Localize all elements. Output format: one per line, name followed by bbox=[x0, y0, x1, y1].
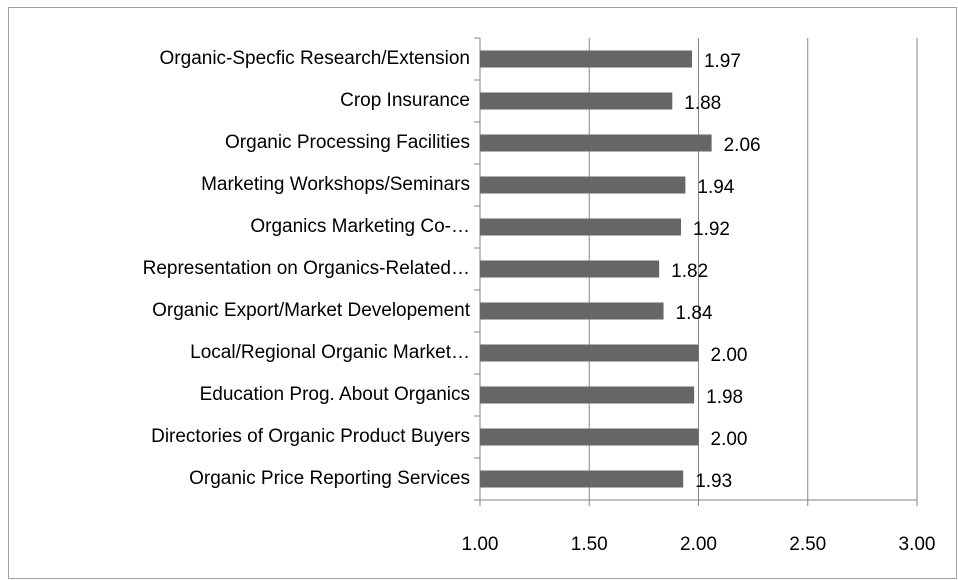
value-label: 1.92 bbox=[693, 219, 730, 240]
bar bbox=[480, 134, 712, 152]
bar bbox=[480, 428, 699, 446]
y-tick-label: Representation on Organics-Related… bbox=[143, 258, 470, 279]
y-tick-label: Organic Export/Market Developement bbox=[152, 300, 471, 321]
value-label: 1.88 bbox=[684, 93, 721, 114]
x-tick-label: 2.00 bbox=[680, 534, 717, 555]
x-tick-label: 3.00 bbox=[899, 534, 936, 555]
value-label: 1.97 bbox=[704, 51, 741, 72]
y-tick-label: Education Prog. About Organics bbox=[200, 384, 470, 405]
x-tick-label: 2.50 bbox=[789, 534, 826, 555]
bar bbox=[480, 470, 684, 488]
value-label: 2.06 bbox=[724, 135, 761, 156]
bar bbox=[480, 302, 664, 320]
y-tick-label: Organics Marketing Co-… bbox=[250, 216, 470, 237]
y-tick-label: Crop Insurance bbox=[340, 90, 470, 111]
y-tick-label: Directories of Organic Product Buyers bbox=[151, 426, 470, 447]
x-tick-label: 1.00 bbox=[462, 534, 499, 555]
y-tick-label: Organic-Specfic Research/Extension bbox=[160, 48, 470, 69]
y-tick-label: Organic Processing Facilities bbox=[225, 132, 470, 153]
y-tick-label: Local/Regional Organic Market… bbox=[190, 342, 470, 363]
bar bbox=[480, 260, 660, 278]
value-label: 1.82 bbox=[671, 261, 708, 282]
bar bbox=[480, 50, 692, 68]
bar bbox=[480, 176, 686, 194]
bar bbox=[480, 386, 695, 404]
value-label: 1.84 bbox=[676, 303, 713, 324]
value-label: 2.00 bbox=[711, 345, 748, 366]
value-label: 1.94 bbox=[697, 177, 734, 198]
bar bbox=[480, 344, 699, 362]
bar bbox=[480, 92, 673, 110]
value-label: 1.93 bbox=[695, 471, 732, 492]
value-label: 2.00 bbox=[711, 429, 748, 450]
value-label: 1.98 bbox=[706, 387, 743, 408]
y-tick-label: Organic Price Reporting Services bbox=[189, 468, 470, 489]
x-tick-label: 1.50 bbox=[571, 534, 608, 555]
y-tick-label: Marketing Workshops/Seminars bbox=[201, 174, 470, 195]
bar bbox=[480, 218, 682, 236]
chart-border bbox=[8, 7, 957, 579]
